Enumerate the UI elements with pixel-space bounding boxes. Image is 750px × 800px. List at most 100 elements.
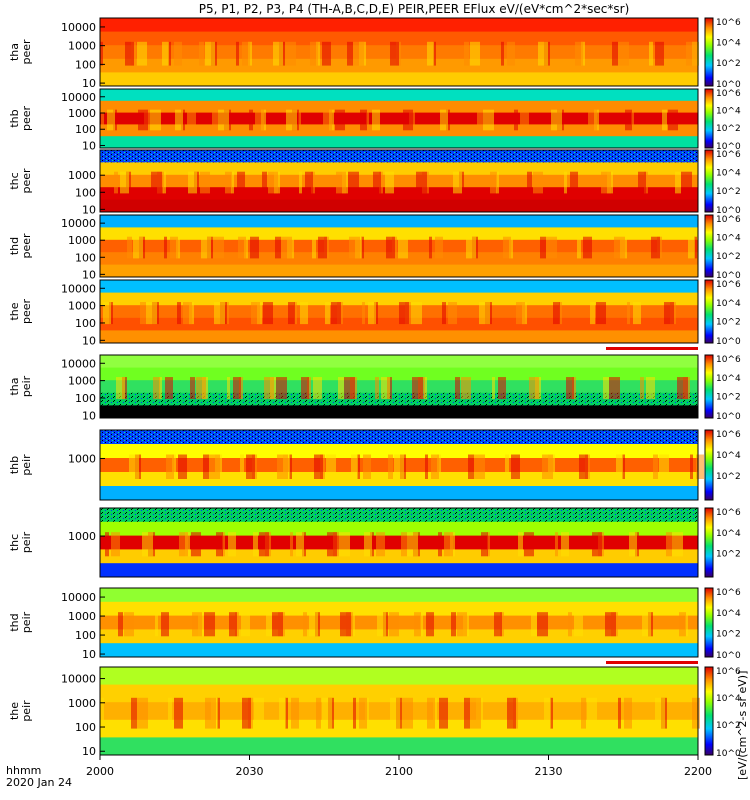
panel-thc-peir: 1000 thc peir 10^2 10^4 10^6 — [8, 507, 741, 578]
spectrogram-band — [100, 737, 698, 756]
y-tick-label: 1000 — [68, 530, 96, 543]
spectrogram-stripe — [327, 532, 337, 557]
spectrogram-stripe — [672, 532, 683, 557]
spectrogram-stripe — [501, 41, 504, 66]
colorbar-tick-label: 10^4 — [716, 233, 741, 243]
spectrogram-stripe — [686, 41, 697, 66]
spectrogram-stripe — [325, 302, 330, 325]
time-axis-label-bottom: 2020 Jan 24 — [6, 776, 72, 789]
spectrogram-stripe — [448, 302, 457, 325]
spectrogram-stripe — [511, 454, 520, 479]
spectrogram-stripe — [120, 171, 129, 194]
panel-frame — [99, 214, 699, 278]
spectrogram-stripe — [137, 697, 148, 729]
spectrogram-band — [100, 330, 698, 344]
spectrogram-stripe — [588, 109, 597, 131]
spectrogram-stripe — [490, 171, 497, 194]
spectrogram-stripe — [201, 236, 211, 259]
spectrogram-stripe — [431, 454, 439, 479]
spectrogram-stripe — [233, 377, 241, 400]
spectrogram-stripe — [466, 236, 476, 259]
x-tick-label: 2100 — [385, 765, 413, 778]
panel-frame — [99, 354, 699, 419]
spectrogram-stripe — [242, 697, 251, 729]
spectrogram-stripe — [688, 236, 695, 259]
spectrogram-stripe — [303, 612, 307, 637]
panel-frame — [99, 149, 699, 213]
spectrogram-stripe — [496, 171, 499, 194]
spectrogram-stripe — [214, 302, 225, 325]
colorbar — [704, 587, 714, 658]
spectrogram-stripe — [268, 171, 278, 194]
spectrogram-stripe — [118, 612, 123, 637]
spectrogram-stripe — [537, 612, 548, 637]
spectrogram-stripe — [433, 41, 436, 66]
spectrogram-stripe — [301, 377, 309, 400]
colorbar — [704, 354, 714, 419]
colorbar-tick-label: 10^2 — [716, 550, 741, 560]
y-tick-label: 1000 — [68, 107, 96, 120]
spectrogram-stripe — [347, 41, 353, 66]
colorbar — [704, 17, 714, 87]
data-gap-bar — [606, 347, 698, 350]
spectrogram-band — [100, 174, 698, 188]
spectrogram-stripe — [590, 302, 595, 325]
spectrogram-stripe — [474, 454, 485, 479]
spectrogram-band — [100, 535, 698, 550]
spectrogram-stripe — [353, 697, 356, 729]
spectrogram-stripe — [381, 377, 390, 400]
spectrogram-band — [100, 521, 698, 537]
colorbar — [704, 666, 714, 756]
spectrogram-stripe — [174, 41, 182, 66]
spectrogram-stripe — [681, 171, 692, 194]
spectrogram-stripe — [550, 697, 553, 729]
colorbar — [704, 507, 714, 578]
spectrogram-stripe — [376, 532, 385, 557]
colorbar-tick-label: 10^4 — [716, 106, 741, 116]
colorbar — [704, 429, 714, 501]
colorbar-tick-label: 10^6 — [716, 355, 741, 365]
spectrogram-stripe — [579, 454, 588, 479]
spectrogram-stripe — [533, 171, 543, 194]
panel-thd-peir: 10 100 1000 10000 thd peir 10^0 10^2 10^4 10^6 — [8, 587, 741, 664]
spectrogram-stripe — [544, 697, 551, 729]
spectrogram-stripe — [464, 697, 470, 729]
spectrogram-stripe — [407, 532, 418, 557]
spectrogram-stripe — [622, 454, 625, 479]
y-axis-label: peir — [20, 531, 33, 553]
spectrogram-stripe — [322, 41, 331, 66]
spectrogram-stripe — [236, 41, 239, 66]
spectrogram-stripe — [388, 454, 393, 479]
colorbar-tick-label: 10^0 — [716, 412, 741, 422]
spectrogram-stripe — [290, 532, 293, 557]
spectrogram-stripe — [402, 697, 413, 729]
spectrogram-stripe — [340, 612, 351, 637]
y-tick-label: 100 — [75, 392, 96, 405]
spectrogram-stripe — [638, 171, 646, 194]
panel-frame — [99, 587, 699, 658]
y-axis-label: peer — [20, 168, 33, 194]
spectrogram-stripe — [151, 171, 162, 194]
spectrogram-stripe — [389, 612, 399, 637]
spectrogram-stripe — [659, 454, 669, 479]
spectrogram-stripe — [344, 377, 355, 400]
spectrogram-stripe — [399, 302, 409, 325]
spectrogram-stripe — [323, 109, 332, 131]
spectrogram-stripe — [575, 41, 583, 66]
spectrogram-stripe — [612, 41, 618, 66]
spectrogram-stripe — [540, 236, 546, 259]
panel-frame — [99, 88, 699, 149]
spectrogram-stripe — [507, 41, 515, 66]
y-axis-label: peer — [20, 233, 33, 259]
y-tick-label: 10000 — [61, 91, 96, 104]
spectrogram-stripe — [587, 697, 597, 729]
spectrogram-stripe — [107, 109, 115, 131]
y-axis-label: peir — [20, 454, 33, 476]
x-tick-label: 2030 — [236, 765, 264, 778]
spectrogram-stripe — [339, 532, 350, 557]
spectrogram-stripe — [570, 171, 578, 194]
spectrogram-stripe — [166, 454, 174, 479]
spectrogram-stripe — [273, 41, 283, 66]
panel-frame — [99, 429, 699, 501]
y-tick-label: 10 — [82, 334, 96, 347]
